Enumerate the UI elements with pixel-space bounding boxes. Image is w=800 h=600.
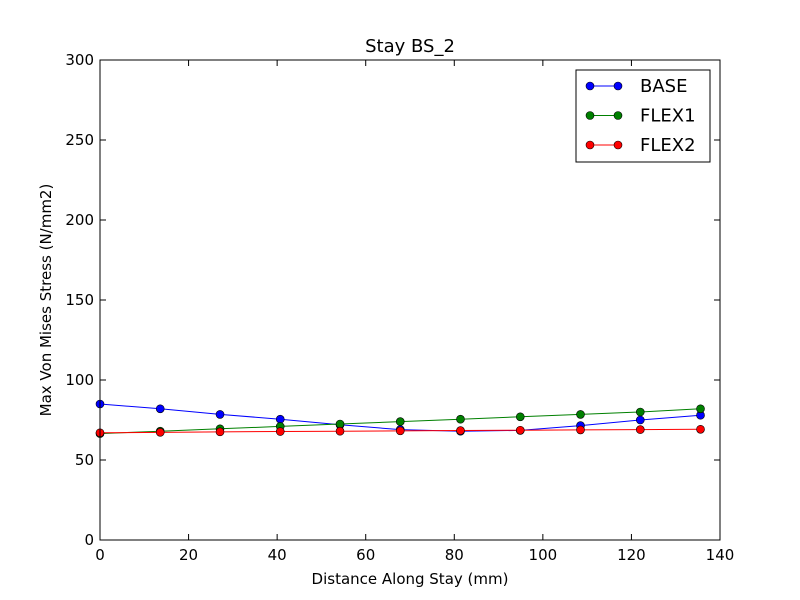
x-tick-label: 120 [617, 546, 646, 564]
data-point-flex1 [696, 404, 705, 414]
legend-marker-base [585, 81, 595, 91]
data-point-flex2 [576, 425, 585, 435]
plot-series-group [95, 399, 705, 438]
data-point-base [635, 415, 645, 425]
data-point-flex1 [515, 412, 525, 422]
legend-label-flex1: FLEX1 [640, 106, 696, 127]
y-tick-label: 200 [65, 211, 94, 229]
data-point-flex2 [275, 427, 285, 436]
legend-marker-base [613, 81, 623, 91]
y-tick-label: 250 [65, 131, 94, 149]
x-tick-label: 140 [706, 546, 735, 564]
legend-label-base: BASE [640, 76, 687, 97]
x-tick-label: 20 [179, 546, 198, 564]
y-tick-label: 0 [84, 531, 94, 549]
data-point-flex1 [456, 414, 465, 424]
x-tick-label: 40 [268, 546, 287, 564]
legend: BASE FLEX1 FLEX2 [575, 69, 711, 163]
legend-marker-flex1 [585, 111, 595, 120]
legend-marker-flex1 [613, 111, 623, 120]
data-point-base [155, 404, 165, 414]
data-point-base [215, 410, 225, 419]
data-point-base [275, 414, 285, 424]
data-point-flex1 [335, 419, 345, 429]
x-tick-label: 80 [445, 546, 464, 564]
data-point-flex1 [395, 417, 405, 426]
data-point-flex2 [395, 426, 405, 436]
y-tick-label: 100 [65, 371, 94, 389]
legend-marker-flex2 [585, 140, 595, 150]
x-tick-label: 100 [529, 546, 558, 564]
data-point-flex2 [696, 424, 705, 434]
legend-label-flex2: FLEX2 [640, 135, 696, 156]
chart-title: Stay BS_2 [365, 36, 455, 57]
x-tick-label: 0 [95, 546, 105, 564]
y-tick-label: 50 [75, 451, 94, 469]
data-point-flex2 [335, 426, 345, 436]
y-axis-label: Max Von Mises Stress (N/mm2) [37, 184, 55, 417]
data-point-flex1 [576, 410, 585, 419]
x-tick-label: 60 [356, 546, 375, 564]
legend-marker-flex2 [613, 140, 623, 150]
axis-ticks-group: 0 20 40 60 80 100 120 140 0 50 100 150 200 250 300 [65, 51, 734, 564]
data-point-flex2 [456, 426, 465, 435]
data-point-flex1 [635, 407, 645, 417]
x-axis-label: Distance Along Stay (mm) [312, 570, 509, 588]
y-tick-label: 150 [65, 291, 94, 309]
data-point-flex2 [155, 428, 165, 437]
data-point-flex2 [515, 425, 525, 435]
data-point-flex2 [215, 427, 225, 437]
data-point-flex2 [635, 425, 645, 434]
y-tick-label: 300 [65, 51, 94, 69]
